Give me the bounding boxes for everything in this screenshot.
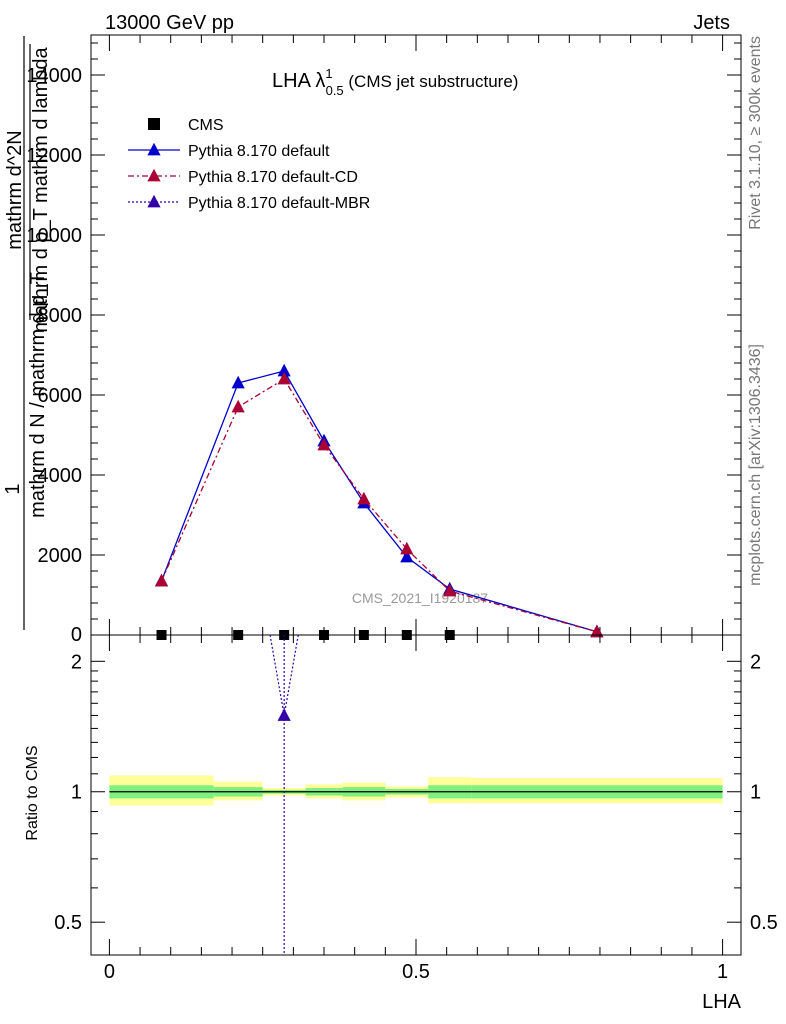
data-point-cd: [231, 399, 245, 413]
y-tick-label-zero: 0: [71, 624, 82, 646]
data-point-cd: [277, 371, 291, 385]
x-tick-label: 1: [717, 961, 728, 983]
mbr-ratio-line: [283, 634, 299, 716]
y-tick-label: 12000: [26, 145, 82, 167]
legend-marker-default: [147, 142, 161, 156]
legend-entry-cd: Pythia 8.170 default-CD: [188, 169, 358, 186]
plot-title: LHA λ1 0.5 (CMS jet substructure): [272, 66, 518, 98]
x-tick-label: 0: [104, 961, 115, 983]
data-point-cd: [357, 491, 371, 505]
watermark: CMS_2021_I1920187: [352, 590, 488, 606]
ylabel-deriv-den: mathrm d p_T mathrm d lambda: [30, 46, 52, 332]
ratio-series: [269, 634, 299, 955]
header-right: Jets: [693, 12, 730, 34]
data-point-cd: [400, 541, 414, 555]
series-line-cd: [160, 378, 598, 633]
legend-entry-default: Pythia 8.170 default: [188, 143, 330, 160]
main-y-axis: 2000 4000 6000 8000 10000 12000 14000 0: [26, 35, 741, 646]
data-point-default: [231, 375, 245, 389]
y-tick-label: 4000: [38, 465, 83, 487]
main-panel: CMS_2021_I1920187 2000 4000 6000 8000 10000 1…: [26, 34, 742, 646]
x-tick-label: 0.5: [402, 961, 430, 983]
ylabel-deriv-num: mathrm d^2N: [4, 130, 26, 249]
ratio-y-label: Ratio to CMS: [24, 745, 41, 840]
data-point-cd: [443, 583, 457, 597]
ylabel-frac-den: mathrm d N / mathrm d p_T: [27, 272, 49, 518]
y-tick-label: 14000: [26, 65, 82, 87]
data-point-cd: [590, 624, 604, 638]
y-tick-label: 10000: [26, 225, 82, 247]
data-point-cd: [317, 437, 331, 451]
y-tick-label: 2000: [38, 545, 83, 567]
legend: CMS Pythia 8.170 default Pythia 8.170 defa…: [128, 117, 370, 212]
header-left: 13000 GeV pp: [105, 12, 234, 34]
ylabel-frac-num: 1: [2, 483, 24, 494]
x-axis-label: LHA: [702, 991, 742, 1013]
mbr-ratio-point: [277, 708, 291, 721]
ratio-y-tick-label-right: 0.5: [750, 912, 778, 934]
data-point-default: [277, 363, 291, 377]
ratio-bands: [109, 775, 723, 806]
main-y-label: 1 mathrm d N / mathrm d p_T mathrm d^2N …: [2, 36, 52, 630]
rivet-label: Rivet 3.1.10, ≥ 300k events: [747, 36, 764, 230]
ratio-y-tick-label: 0.5: [54, 912, 82, 934]
legend-marker-mbr: [147, 194, 161, 208]
mcplots-label: mcplots.cern.ch [arXiv:1306.3436]: [747, 344, 764, 586]
legend-marker-cms: [148, 118, 160, 130]
ratio-y-tick-label-right: 1: [750, 782, 761, 804]
y-tick-label: 6000: [38, 385, 83, 407]
y-tick-label: 8000: [38, 305, 83, 327]
ratio-y-tick-label: 1: [71, 782, 82, 804]
legend-entry-mbr: Pythia 8.170 default-MBR: [188, 195, 370, 212]
ratio-panel: 0.5 0.5 1 1 2 2 0 0.5 1 Ratio to CMS LHA: [24, 634, 778, 1013]
data-point-cd: [154, 573, 169, 587]
ratio-y-tick-label-right: 2: [750, 651, 761, 673]
legend-marker-cd: [147, 168, 161, 182]
legend-entry-cms: CMS: [188, 117, 224, 134]
data-point-default: [400, 549, 414, 563]
ratio-y-tick-label: 2: [71, 651, 82, 673]
ratio-axes: 0.5 0.5 1 1 2 2 0 0.5 1: [54, 635, 778, 983]
mbr-ratio-line: [269, 634, 285, 716]
